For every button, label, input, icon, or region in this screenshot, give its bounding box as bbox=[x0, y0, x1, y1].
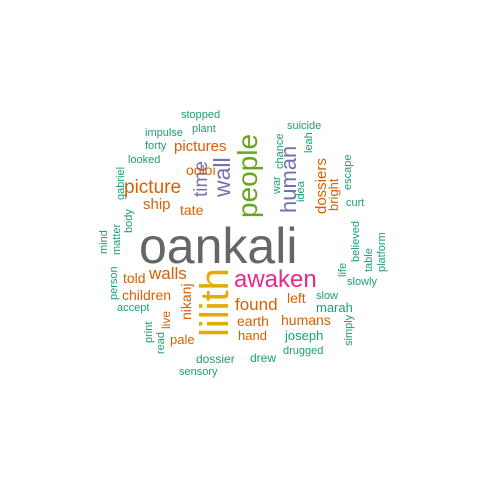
word-walls: walls bbox=[148, 264, 187, 283]
word-stopped: stopped bbox=[181, 109, 220, 121]
word-platform: platform bbox=[376, 232, 388, 272]
word-slow: slow bbox=[316, 290, 338, 302]
word-told: told bbox=[123, 270, 146, 286]
word-picture: picture bbox=[124, 177, 181, 198]
word-human: human bbox=[276, 146, 301, 213]
word-left: left bbox=[287, 290, 306, 306]
word-ooloi: ooloi bbox=[186, 162, 216, 178]
word-humans: humans bbox=[281, 312, 331, 328]
word-wall: wall bbox=[209, 157, 235, 198]
word-awaken: awaken bbox=[234, 266, 317, 293]
word-drugged: drugged bbox=[283, 345, 323, 357]
word-marah: marah bbox=[316, 300, 353, 315]
word-joseph: joseph bbox=[284, 328, 323, 343]
word-looked: looked bbox=[128, 154, 160, 166]
word-escape: escape bbox=[342, 155, 354, 190]
word-bright: bright bbox=[326, 178, 341, 211]
word-read: read bbox=[155, 332, 167, 354]
word-suicide: suicide bbox=[287, 120, 321, 132]
word-plant: plant bbox=[192, 123, 216, 135]
word-mind: mind bbox=[98, 230, 110, 254]
word-ship: ship bbox=[143, 196, 171, 213]
word-sensory: sensory bbox=[179, 366, 218, 378]
word-earth: earth bbox=[237, 313, 269, 329]
word-dossier: dossier bbox=[196, 352, 235, 366]
word-leah: leah bbox=[303, 132, 315, 153]
word-hand: hand bbox=[238, 328, 267, 343]
word-live: live bbox=[159, 311, 173, 329]
word-people: people bbox=[232, 134, 263, 218]
word-found: found bbox=[235, 295, 278, 314]
word-slowly: slowly bbox=[347, 276, 377, 288]
word-time: time bbox=[191, 161, 212, 197]
word-nikanj: nikanj bbox=[178, 283, 194, 320]
word-accept: accept bbox=[117, 302, 149, 314]
word-lilith: lilith bbox=[193, 268, 237, 337]
word-tate: tate bbox=[180, 202, 204, 218]
word-pictures: pictures bbox=[174, 138, 227, 155]
word-gabriel: gabriel bbox=[115, 167, 127, 200]
word-matter: matter bbox=[111, 223, 123, 255]
word-pale: pale bbox=[170, 332, 195, 347]
word-oankali: oankali bbox=[139, 218, 297, 274]
word-believed: believed bbox=[350, 221, 362, 262]
word-dossiers: dossiers bbox=[313, 158, 330, 214]
word-children: children bbox=[122, 287, 171, 303]
word-table: table bbox=[363, 248, 375, 272]
word-chance: chance bbox=[274, 134, 286, 169]
word-simply: simply bbox=[343, 314, 355, 346]
word-forty: forty bbox=[145, 140, 167, 152]
word-curt: curt bbox=[346, 197, 364, 209]
word-person: person bbox=[108, 266, 120, 300]
word-idea: idea bbox=[295, 180, 307, 202]
word-body: body bbox=[123, 209, 135, 233]
word-drew: drew bbox=[250, 351, 276, 365]
word-impulse: impulse bbox=[145, 127, 183, 139]
word-life: life bbox=[337, 263, 349, 277]
word-war: war bbox=[271, 176, 283, 195]
word-print: print bbox=[143, 322, 155, 343]
